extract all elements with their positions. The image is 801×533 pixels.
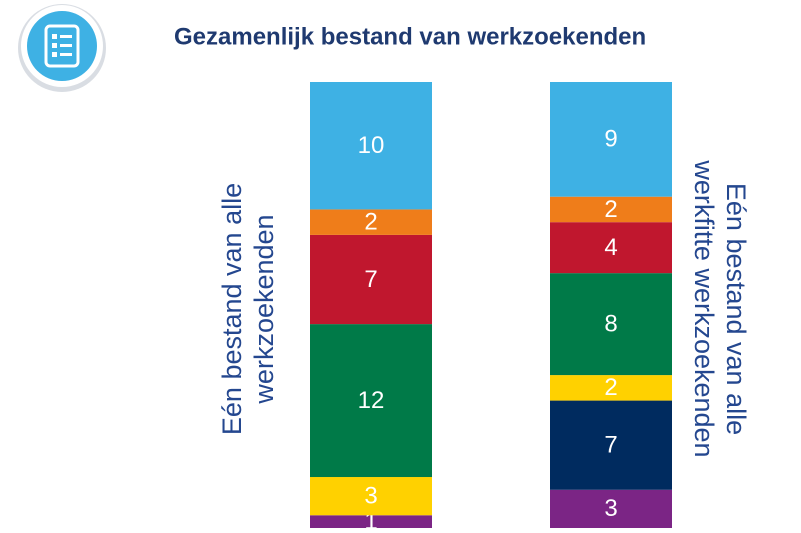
bar-segment bbox=[310, 234, 432, 325]
category-label-line: Eén bestand van alle bbox=[217, 183, 247, 435]
value-label: 2 bbox=[604, 196, 617, 223]
category-label-line: werkfitte werkzoekenden bbox=[689, 159, 719, 457]
bar-segment bbox=[550, 273, 672, 376]
value-label: 3 bbox=[604, 495, 617, 522]
category-label-line: werkzoekenden bbox=[249, 214, 279, 404]
value-label: 4 bbox=[604, 234, 617, 261]
bar-segment bbox=[550, 489, 672, 528]
bar-segment bbox=[550, 222, 672, 274]
bar-segment bbox=[550, 375, 672, 401]
bar-segment bbox=[310, 477, 432, 516]
bar-segment bbox=[310, 515, 432, 528]
bar-segment bbox=[310, 209, 432, 235]
category-label-line: Eén bestand van alle bbox=[721, 183, 751, 435]
value-label: 9 bbox=[604, 126, 617, 153]
value-label: 7 bbox=[364, 266, 377, 293]
icon bbox=[18, 4, 106, 92]
bar-segment bbox=[550, 82, 672, 197]
value-label: 8 bbox=[604, 310, 617, 337]
bar-segment bbox=[550, 400, 672, 490]
bar-segment bbox=[310, 82, 432, 210]
value-label: 12 bbox=[358, 387, 385, 414]
value-label: 2 bbox=[604, 374, 617, 401]
value-label: 3 bbox=[364, 482, 377, 509]
category-label: Eén bestand van alle werkzoekenden bbox=[217, 183, 279, 435]
value-label: 2 bbox=[364, 209, 377, 236]
chart-title: Gezamenlijk bestand van werkzoekenden bbox=[174, 23, 646, 50]
bar-segment bbox=[310, 324, 432, 478]
bar-segment bbox=[550, 196, 672, 223]
value-label: 7 bbox=[604, 432, 617, 459]
value-label: 10 bbox=[358, 132, 385, 159]
